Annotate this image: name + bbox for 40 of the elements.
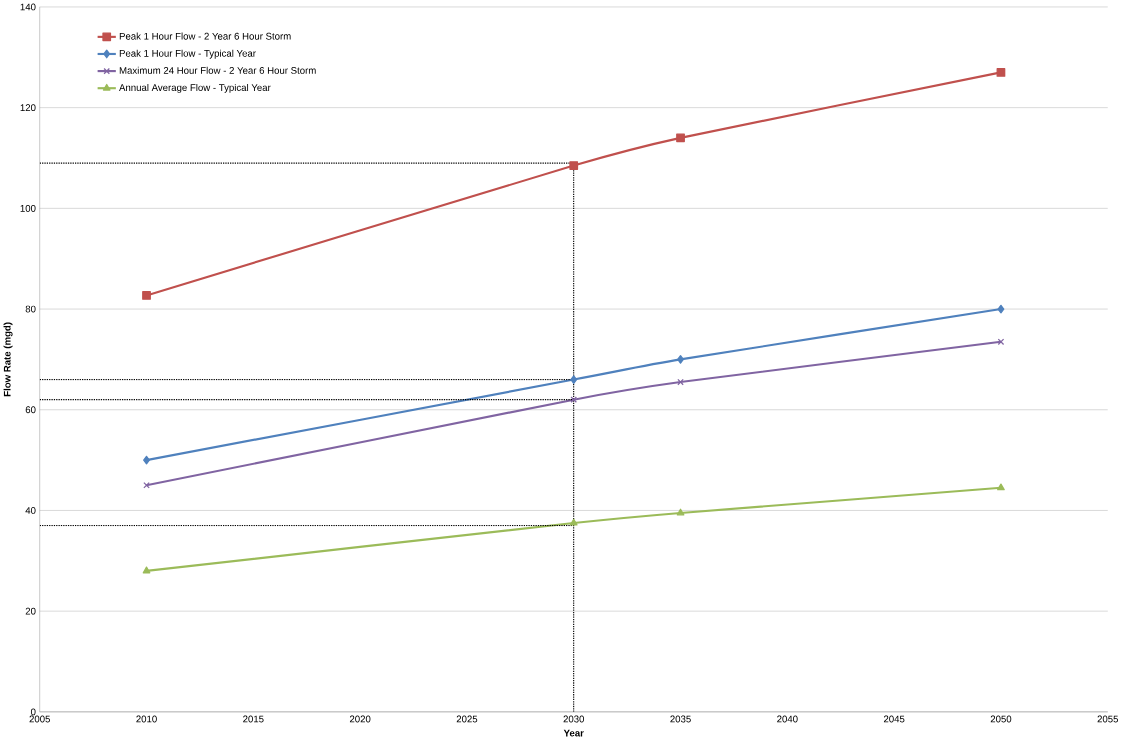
point <box>997 483 1005 491</box>
x-tick-label: 2055 <box>1097 715 1119 723</box>
x-tick-label: 2045 <box>883 715 905 723</box>
point <box>676 133 685 143</box>
legend-label: Peak 1 Hour Flow - 2 Year 6 Hour Storm <box>119 32 291 40</box>
point <box>143 455 150 465</box>
x-axis-title: Year <box>563 729 584 737</box>
point <box>996 68 1006 77</box>
point <box>569 161 579 170</box>
y-tick-label: 120 <box>20 104 36 112</box>
y-tick-label: 20 <box>25 607 36 615</box>
legend-label: Annual Average Flow - Typical Year <box>119 83 271 93</box>
point <box>569 518 578 526</box>
point <box>143 481 150 489</box>
y-tick-label: 60 <box>25 406 36 414</box>
point <box>570 375 578 384</box>
x-tick-label: 2025 <box>456 715 478 723</box>
legend-label: Maximum 24 Hour Flow - 2 Year 6 Hour Storm <box>119 66 316 74</box>
y-tick-label: 0 <box>30 708 36 716</box>
point <box>677 355 684 364</box>
y-axis-title: Flow Rate (mgd) <box>3 322 13 397</box>
x-tick-label: 2030 <box>563 715 585 723</box>
x-tick-label: 2015 <box>243 715 264 723</box>
y-tick-label: 40 <box>25 507 36 514</box>
legend-label: Peak 1 Hour Flow - Typical Year <box>119 49 256 59</box>
y-tick-label: 100 <box>20 204 36 212</box>
y-tick-label: 140 <box>20 3 36 11</box>
x-tick-label: 2050 <box>990 715 1012 723</box>
x-tick-label: 2035 <box>670 715 691 723</box>
point <box>997 338 1005 346</box>
point <box>142 291 151 300</box>
x-tick-label: 2040 <box>777 715 798 723</box>
point <box>142 566 151 574</box>
x-tick-label: 2010 <box>136 715 157 723</box>
x-tick-label: 2005 <box>29 715 50 723</box>
x-tick-label: 2020 <box>349 715 371 723</box>
point <box>677 378 684 386</box>
y-tick-label: 80 <box>25 305 36 313</box>
point <box>997 304 1005 314</box>
point <box>676 508 685 516</box>
